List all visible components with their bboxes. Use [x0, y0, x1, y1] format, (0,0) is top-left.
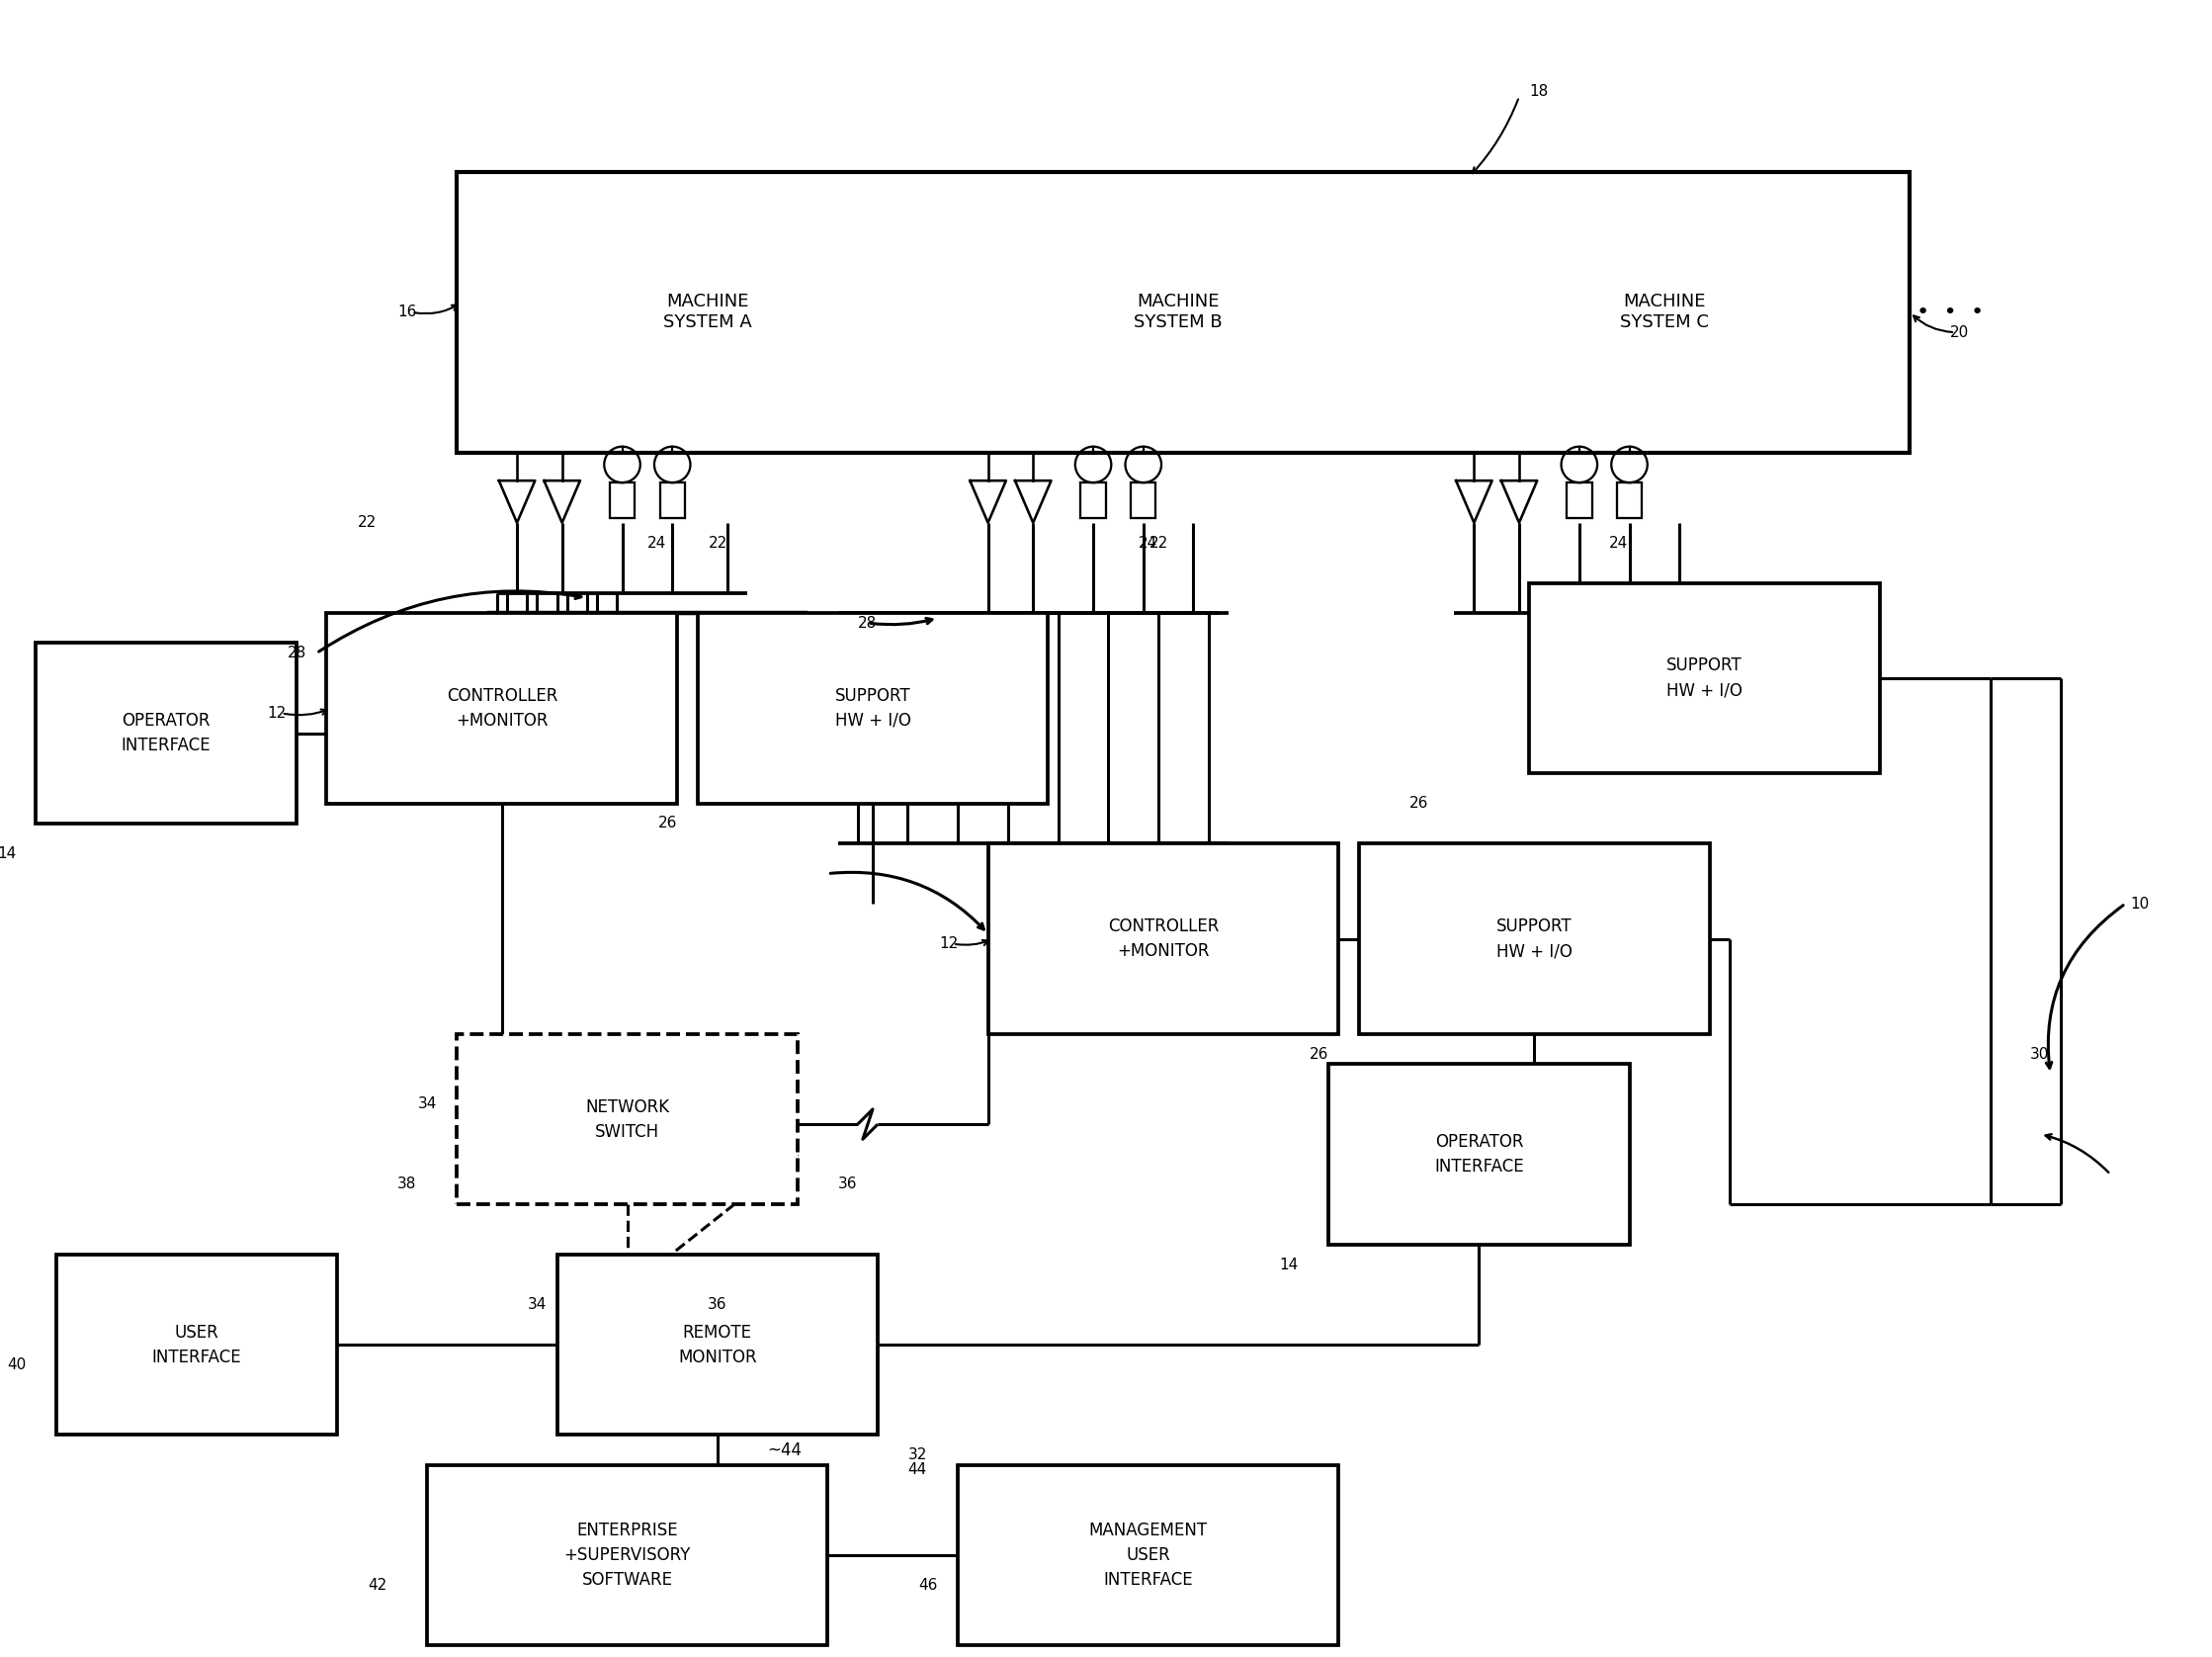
- Bar: [659, 482, 686, 517]
- Text: SUPPORT
HW + I/O: SUPPORT HW + I/O: [1666, 656, 1743, 699]
- Text: MACHINE
SYSTEM B: MACHINE SYSTEM B: [1135, 293, 1223, 331]
- Text: 14: 14: [0, 847, 15, 862]
- Text: 44: 44: [907, 1463, 927, 1478]
- Text: 40: 40: [7, 1357, 27, 1372]
- Text: 24: 24: [1139, 535, 1157, 550]
- Text: 24: 24: [648, 535, 666, 550]
- Text: 30: 30: [2031, 1047, 2048, 1062]
- Bar: [557, 1254, 878, 1435]
- Bar: [55, 1254, 336, 1435]
- Text: 16: 16: [398, 305, 416, 320]
- Bar: [1528, 583, 1880, 774]
- Text: 26: 26: [1409, 795, 1429, 810]
- Text: CONTROLLER
+MONITOR: CONTROLLER +MONITOR: [1108, 918, 1219, 959]
- Text: USER
INTERFACE: USER INTERFACE: [150, 1324, 241, 1365]
- Text: 32: 32: [907, 1448, 927, 1463]
- Text: 38: 38: [398, 1176, 416, 1191]
- Text: REMOTE
MONITOR: REMOTE MONITOR: [679, 1324, 757, 1365]
- Text: 24: 24: [1610, 535, 1628, 550]
- Text: NETWORK
SWITCH: NETWORK SWITCH: [586, 1099, 670, 1140]
- Text: SUPPORT
HW + I/O: SUPPORT HW + I/O: [834, 688, 911, 729]
- Text: 26: 26: [1310, 1047, 1329, 1062]
- Text: 12: 12: [268, 706, 288, 721]
- Text: ENTERPRISE
+SUPERVISORY
SOFTWARE: ENTERPRISE +SUPERVISORY SOFTWARE: [564, 1521, 690, 1589]
- Bar: [458, 1034, 799, 1205]
- Text: 22: 22: [1150, 535, 1168, 550]
- Text: MACHINE
SYSTEM A: MACHINE SYSTEM A: [664, 293, 752, 331]
- Text: SUPPORT
HW + I/O: SUPPORT HW + I/O: [1495, 918, 1573, 959]
- Bar: [1358, 843, 1710, 1034]
- Text: 12: 12: [938, 936, 958, 951]
- Text: 22: 22: [708, 535, 728, 550]
- Bar: [1329, 1064, 1630, 1244]
- Text: 26: 26: [659, 817, 677, 830]
- Bar: [1566, 482, 1593, 517]
- Text: OPERATOR
INTERFACE: OPERATOR INTERFACE: [1433, 1133, 1524, 1175]
- Text: •  •  •: • • •: [1916, 302, 1984, 321]
- Text: OPERATOR
INTERFACE: OPERATOR INTERFACE: [122, 713, 210, 754]
- Text: 18: 18: [1528, 85, 1548, 99]
- Text: 36: 36: [838, 1176, 856, 1191]
- Text: 28: 28: [288, 646, 307, 661]
- Bar: [958, 1465, 1338, 1645]
- Text: 36: 36: [708, 1297, 728, 1312]
- Bar: [1082, 482, 1106, 517]
- Text: 42: 42: [367, 1577, 387, 1592]
- Text: ~44: ~44: [768, 1442, 803, 1458]
- Text: 14: 14: [1279, 1258, 1298, 1273]
- Text: 34: 34: [529, 1297, 546, 1312]
- Text: 22: 22: [358, 515, 376, 530]
- Bar: [458, 172, 1909, 452]
- Text: 28: 28: [858, 616, 876, 630]
- Bar: [1130, 482, 1157, 517]
- Bar: [35, 643, 296, 824]
- Text: 10: 10: [2130, 896, 2150, 911]
- Text: 20: 20: [1951, 325, 1969, 340]
- Bar: [1617, 482, 1641, 517]
- Text: CONTROLLER
+MONITOR: CONTROLLER +MONITOR: [447, 688, 557, 729]
- Bar: [327, 613, 677, 804]
- Text: MACHINE
SYSTEM C: MACHINE SYSTEM C: [1619, 293, 1710, 331]
- Bar: [427, 1465, 827, 1645]
- Text: 34: 34: [418, 1097, 436, 1112]
- Text: MANAGEMENT
USER
INTERFACE: MANAGEMENT USER INTERFACE: [1088, 1521, 1208, 1589]
- Bar: [697, 613, 1048, 804]
- Text: 46: 46: [918, 1577, 938, 1592]
- Bar: [989, 843, 1338, 1034]
- Bar: [611, 482, 635, 517]
